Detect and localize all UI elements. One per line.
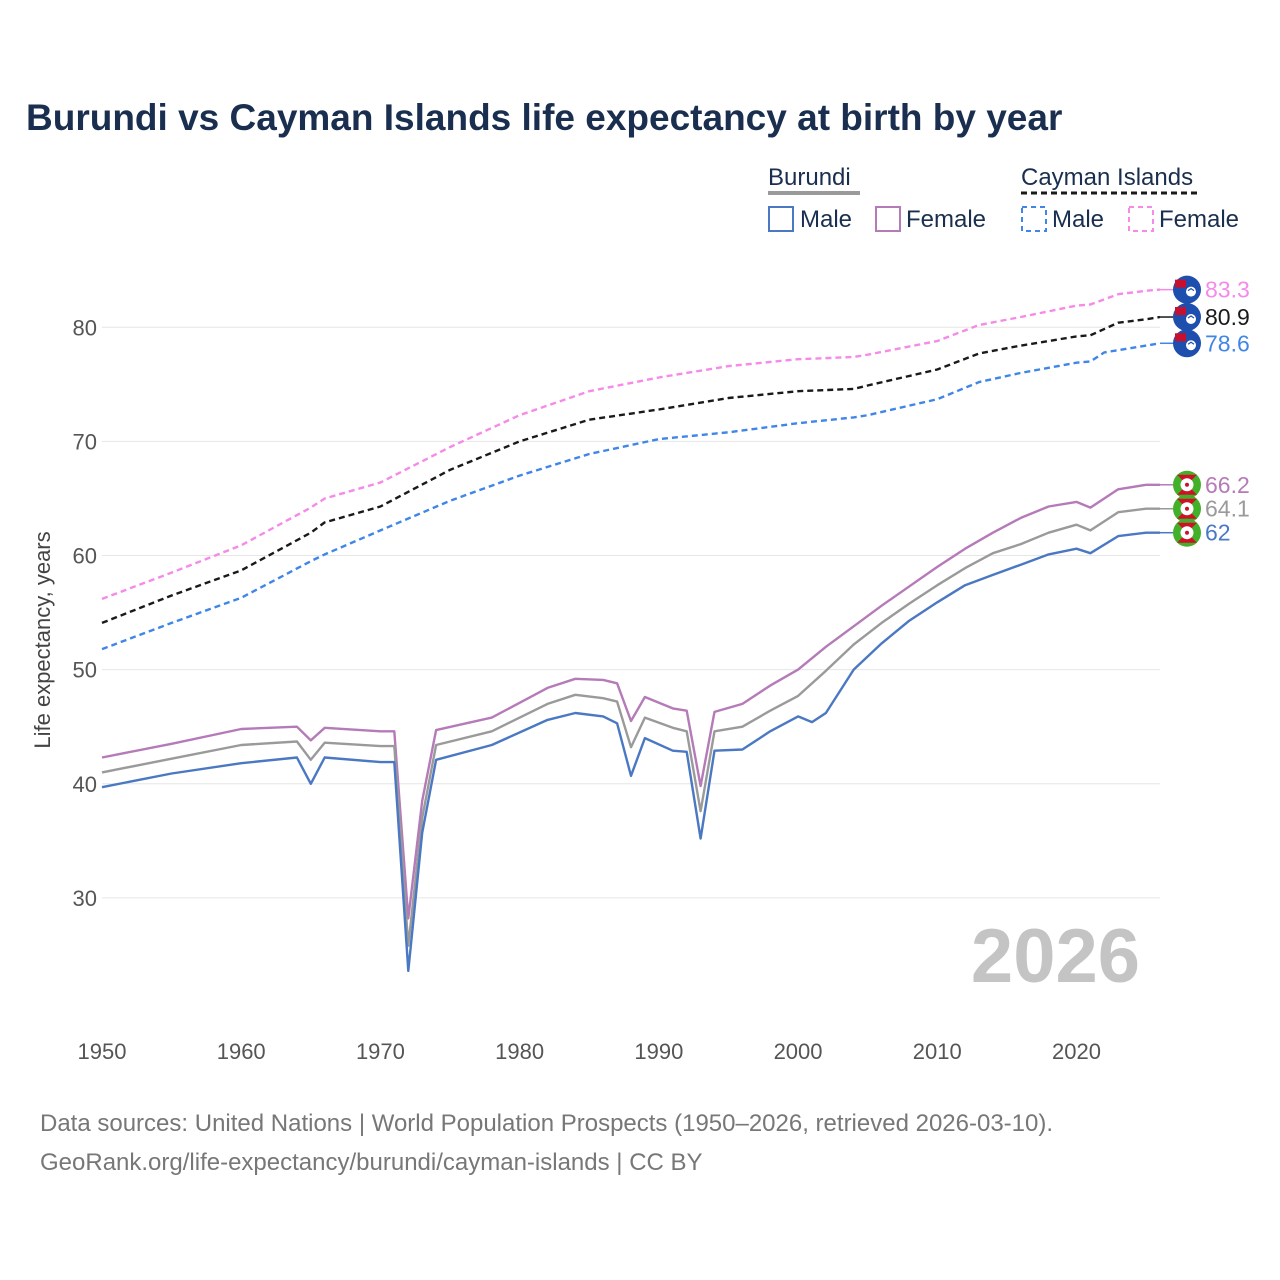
legend: Burundi Male Female Cayman Islands Male … xyxy=(768,164,1239,233)
series-line-burundi-female xyxy=(101,483,1160,920)
x-axis-ticks: 1950 1960 1970 1980 1990 2000 2010 2020 xyxy=(78,1039,1101,1064)
series-lines xyxy=(101,288,1161,973)
flag-crest xyxy=(1186,314,1196,325)
flag-canton xyxy=(1175,333,1186,342)
gridlines xyxy=(102,326,1160,899)
end-marker-cayman-islands-female: 83.3 xyxy=(1160,275,1250,304)
flag-star xyxy=(1185,506,1189,511)
end-value-burundi-total: 64.1 xyxy=(1205,496,1250,522)
legend-label-burundi-male: Male xyxy=(800,206,852,233)
x-tick-label: 2020 xyxy=(1052,1039,1101,1064)
x-tick-label: 1960 xyxy=(217,1039,266,1064)
flag-canton xyxy=(1175,307,1186,316)
x-tick-label: 2000 xyxy=(774,1039,823,1064)
chart-title: Burundi vs Cayman Islands life expectanc… xyxy=(26,97,1062,138)
y-tick-label: 50 xyxy=(73,658,97,683)
legend-group-burundi: Burundi xyxy=(768,164,851,191)
series-line-cayman-islands-total xyxy=(101,315,1161,625)
legend-swatch-cayman-male xyxy=(1021,206,1047,232)
end-marker-cayman-islands-male: 78.6 xyxy=(1160,329,1250,358)
legend-label-cayman-female: Female xyxy=(1159,206,1239,233)
y-axis-title: Life expectancy, years xyxy=(30,531,55,748)
year-watermark: 2026 xyxy=(971,914,1140,999)
y-tick-label: 60 xyxy=(73,544,97,569)
y-tick-label: 40 xyxy=(73,772,97,797)
end-marker-burundi-female: 66.2 xyxy=(1160,470,1250,499)
flag-wave xyxy=(1187,287,1195,292)
source-line-1: Data sources: United Nations | World Pop… xyxy=(40,1110,1053,1137)
end-value-cayman-islands-total: 80.9 xyxy=(1205,304,1250,330)
legend-swatch-burundi-male xyxy=(768,206,794,232)
series-line-burundi-total xyxy=(101,507,1160,947)
x-tick-label: 1980 xyxy=(495,1039,544,1064)
end-value-cayman-islands-male: 78.6 xyxy=(1205,330,1250,356)
legend-group-cayman: Cayman Islands xyxy=(1021,164,1193,191)
legend-label-burundi-female: Female xyxy=(906,206,986,233)
x-tick-label: 1990 xyxy=(634,1039,683,1064)
legend-swatch-cayman-female xyxy=(1128,206,1154,232)
x-tick-label: 2010 xyxy=(913,1039,962,1064)
flag-crest xyxy=(1186,340,1196,351)
flag-canton xyxy=(1175,279,1186,288)
end-markers: 83.380.978.6 66.264.162 xyxy=(1160,275,1250,547)
end-value-cayman-islands-female: 83.3 xyxy=(1205,277,1250,303)
source-line-2: GeoRank.org/life-expectancy/burundi/caym… xyxy=(40,1149,703,1176)
end-value-burundi-female: 66.2 xyxy=(1205,472,1250,498)
end-marker-burundi-male: 62 xyxy=(1160,518,1231,547)
y-axis-ticks: 30 40 50 60 70 80 xyxy=(73,315,97,911)
x-tick-label: 1950 xyxy=(78,1039,127,1064)
legend-label-cayman-male: Male xyxy=(1052,206,1104,233)
x-tick-label: 1970 xyxy=(356,1039,405,1064)
series-line-cayman-islands-male xyxy=(101,342,1161,651)
end-marker-burundi-total: 64.1 xyxy=(1160,494,1250,523)
legend-swatch-burundi-female xyxy=(875,206,901,232)
flag-star xyxy=(1185,482,1189,487)
flag-wave xyxy=(1187,341,1195,345)
y-tick-label: 30 xyxy=(73,886,97,911)
y-tick-label: 80 xyxy=(73,315,97,340)
series-line-cayman-islands-female xyxy=(101,288,1161,601)
series-line-burundi-male xyxy=(101,531,1160,973)
end-marker-cayman-islands-total: 80.9 xyxy=(1160,303,1250,332)
flag-star xyxy=(1185,530,1189,535)
flag-wave xyxy=(1187,315,1195,319)
flag-crest xyxy=(1186,286,1196,297)
y-tick-label: 70 xyxy=(73,429,97,454)
end-value-burundi-male: 62 xyxy=(1205,520,1231,546)
